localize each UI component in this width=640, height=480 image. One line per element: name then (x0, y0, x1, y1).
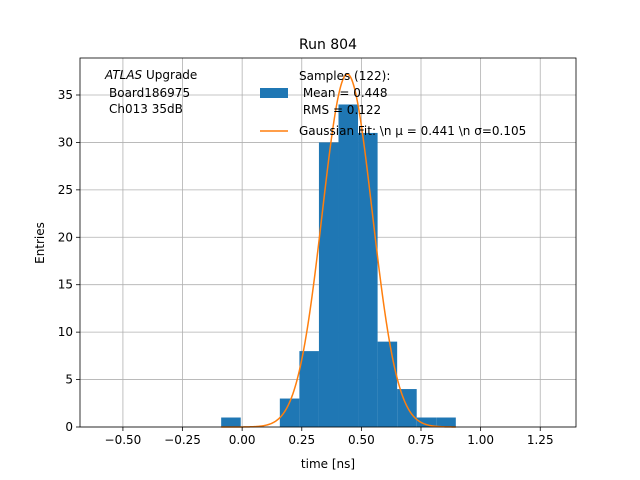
x-tick-label: −0.25 (164, 433, 201, 447)
x-tick-label: 0.00 (229, 433, 256, 447)
histogram-bar (318, 142, 339, 427)
histogram-bar (358, 132, 378, 428)
legend-histogram-line-3: RMS = 0.122 (299, 103, 381, 117)
x-tick-label: 0.75 (408, 433, 435, 447)
y-axis-label: Entries (33, 222, 47, 264)
annotation-channel: Ch013 35dB (109, 102, 183, 116)
x-tick-label: 1.00 (467, 433, 494, 447)
legend-fit-label: Gaussian Fit: \n μ = 0.441 \n σ=0.105 (299, 124, 526, 138)
y-tick-label: 20 (58, 230, 73, 244)
y-tick-label: 0 (65, 420, 73, 434)
x-tick-label: 0.25 (288, 433, 315, 447)
legend: Samples (122): Mean = 0.448 RMS = 0.122 … (260, 69, 526, 138)
legend-histogram-line-1: Samples (122): (299, 69, 390, 83)
chart-title: Run 804 (299, 37, 357, 53)
histogram-bars (221, 104, 456, 428)
histogram-bar (279, 398, 300, 427)
x-axis-label: time [ns] (301, 457, 355, 471)
plot-frame (79, 57, 577, 428)
x-tick-label: −0.50 (105, 433, 142, 447)
y-tick-label: 10 (58, 325, 73, 339)
histogram-bar (338, 104, 359, 428)
legend-histogram-swatch (260, 88, 288, 98)
gaussian-fit-curve (221, 73, 456, 428)
y-tick-label: 5 (65, 373, 73, 387)
legend-histogram-line-2: Mean = 0.448 (299, 86, 388, 100)
histogram-bar (299, 351, 319, 427)
x-axis-ticks: −0.50 −0.25 0.00 0.25 0.50 0.75 1.00 1.25 (105, 427, 554, 447)
histogram-bar (397, 389, 417, 427)
x-tick-label: 1.25 (527, 433, 554, 447)
histogram-bar (221, 417, 241, 427)
histogram-bar (436, 417, 456, 427)
svg-text:ATLAS Upgrade: ATLAS Upgrade (104, 68, 197, 82)
annotation-atlas: ATLAS (104, 68, 143, 82)
atlas-annotation: ATLAS Upgrade Board186975 Ch013 35dB (104, 68, 197, 116)
y-tick-label: 15 (58, 278, 73, 292)
annotation-upgrade: Upgrade (142, 68, 197, 82)
y-tick-label: 35 (58, 88, 73, 102)
y-tick-label: 25 (58, 183, 73, 197)
annotation-board: Board186975 (109, 86, 190, 100)
histogram-bar (416, 417, 437, 427)
y-axis-ticks: 0 5 10 15 20 25 30 35 (58, 88, 80, 434)
histogram-bar (377, 341, 398, 427)
x-tick-label: 0.50 (348, 433, 375, 447)
y-tick-label: 30 (58, 135, 73, 149)
